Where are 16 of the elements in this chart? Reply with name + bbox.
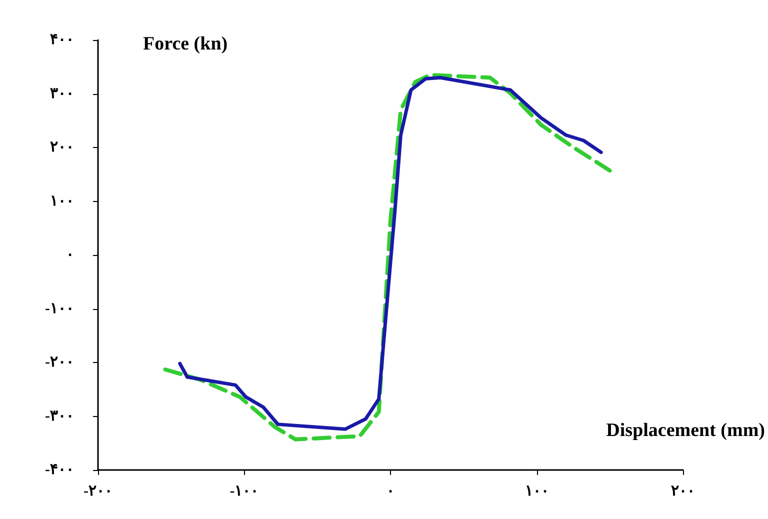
- x-axis-title: Displacement (mm): [606, 420, 765, 441]
- x-tick-label: ۲۰۰: [671, 484, 695, 500]
- x-tick-label: -۱۰۰: [230, 484, 259, 500]
- y-tick-label: ۱۰۰: [50, 193, 74, 210]
- y-axis-title: Force (kn): [143, 34, 228, 54]
- y-tick-label: ۰: [66, 247, 74, 263]
- y-tick-label: ۴۰۰: [50, 32, 74, 48]
- y-tick-label: -۴۰۰: [45, 462, 74, 478]
- x-tick-label: -۲۰۰: [84, 484, 112, 500]
- y-tick-label: ۲۰۰: [50, 140, 74, 156]
- x-tick-label: ۱۰۰: [524, 484, 549, 500]
- y-tick-label: -۱۰۰: [45, 300, 74, 317]
- x-tick-label: ۰: [386, 484, 394, 500]
- y-tick-label: ۳۰۰: [50, 86, 74, 102]
- y-tick-label: -۲۰۰: [45, 354, 74, 370]
- y-tick-label: -۳۰۰: [45, 408, 74, 424]
